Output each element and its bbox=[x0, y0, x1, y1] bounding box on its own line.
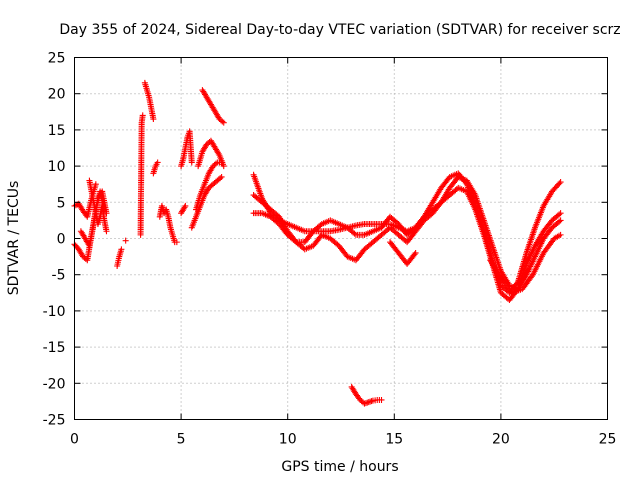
x-tick-labels: 0 5 10 15 20 25 bbox=[70, 432, 616, 448]
data-point bbox=[556, 180, 563, 187]
y-tick-label: 15 bbox=[48, 123, 66, 139]
data-point bbox=[217, 175, 224, 182]
data-point bbox=[220, 163, 227, 170]
data-point bbox=[219, 118, 226, 125]
y-tick-label: -15 bbox=[43, 340, 66, 356]
y-tick-labels: 25 20 15 10 5 0 -5 -10 -15 -20 -25 bbox=[43, 51, 66, 429]
data-point bbox=[139, 112, 146, 119]
x-tick-label: 25 bbox=[599, 432, 617, 448]
x-axis-label: GPS time / hours bbox=[281, 459, 398, 475]
data-point bbox=[218, 173, 225, 180]
data-point bbox=[557, 217, 564, 224]
y-tick-label: 5 bbox=[57, 195, 66, 211]
data-point bbox=[528, 273, 535, 280]
data-point bbox=[220, 119, 227, 126]
data-point bbox=[92, 181, 99, 188]
x-tick-label: 0 bbox=[70, 432, 79, 448]
data-point bbox=[411, 251, 418, 258]
data-point bbox=[556, 211, 563, 218]
data-point bbox=[173, 239, 180, 246]
data-point bbox=[150, 116, 157, 123]
data-point bbox=[154, 159, 161, 166]
data-point bbox=[351, 230, 358, 237]
chart-title: Day 355 of 2024, Sidereal Day-to-day VTE… bbox=[59, 22, 620, 38]
x-tick-label: 10 bbox=[279, 432, 297, 448]
data-point bbox=[118, 246, 125, 253]
data-point bbox=[556, 218, 563, 225]
x-tick-label: 15 bbox=[385, 432, 403, 448]
grid-lines bbox=[74, 57, 608, 420]
data-point bbox=[557, 179, 564, 186]
y-tick-label: -10 bbox=[43, 304, 66, 320]
data-point bbox=[412, 249, 419, 256]
data-point bbox=[103, 228, 110, 235]
data-point bbox=[215, 150, 222, 157]
y-tick-label: 25 bbox=[48, 51, 66, 67]
x-tick-label: 20 bbox=[492, 432, 510, 448]
data-point bbox=[317, 222, 324, 229]
x-tick-label: 5 bbox=[177, 432, 186, 448]
data-points bbox=[71, 79, 564, 407]
data-point bbox=[557, 231, 564, 238]
data-point bbox=[212, 160, 219, 167]
data-point bbox=[557, 210, 564, 217]
y-tick-label: -5 bbox=[52, 268, 66, 284]
y-tick-label: -20 bbox=[43, 376, 66, 392]
y-tick-label: 0 bbox=[57, 232, 66, 248]
data-point bbox=[182, 202, 189, 209]
y-axis-label: SDTVAR / TECUs bbox=[6, 181, 22, 296]
data-point bbox=[181, 204, 188, 211]
y-tick-label: -25 bbox=[43, 413, 66, 429]
y-tick-label: 10 bbox=[48, 159, 66, 175]
data-point bbox=[122, 237, 129, 244]
data-point bbox=[188, 159, 195, 166]
y-tick-label: 20 bbox=[48, 87, 66, 103]
axis-ticks bbox=[74, 57, 608, 420]
data-point bbox=[378, 396, 385, 403]
